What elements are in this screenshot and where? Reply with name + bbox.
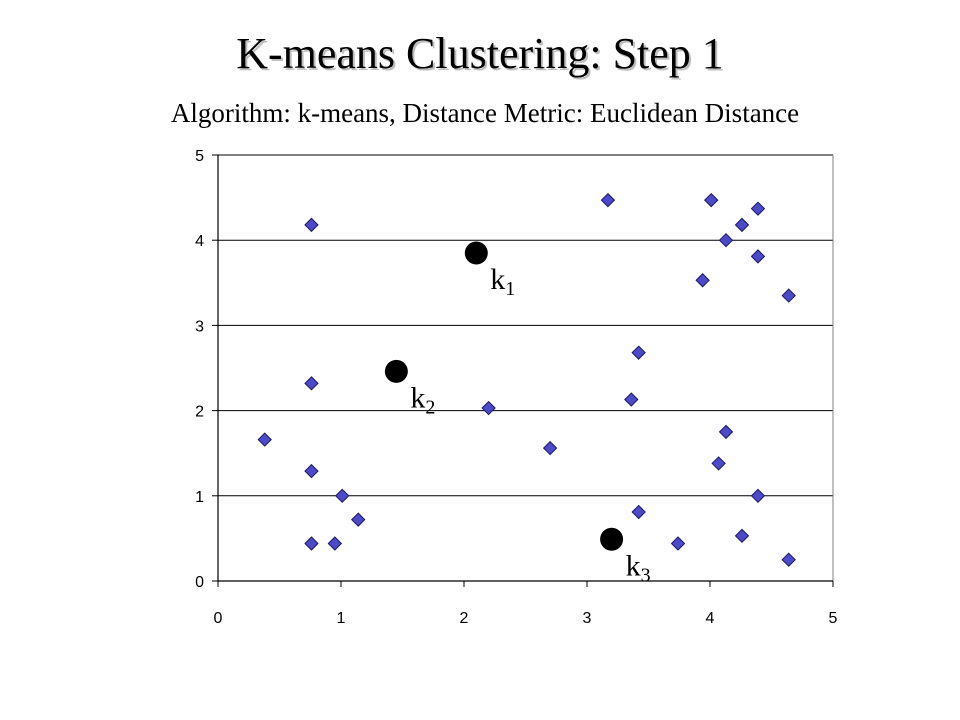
data-point: [750, 249, 766, 264]
centroid-marker: [600, 527, 624, 551]
data-point: [257, 432, 272, 447]
x-tick-label: 5: [829, 610, 838, 627]
data-point: [734, 528, 750, 544]
centroids: k1 k2 k3: [384, 241, 651, 586]
data-points: [257, 192, 796, 567]
data-point: [624, 392, 639, 407]
centroid-label: k2: [410, 381, 435, 418]
x-tick-label: 3: [583, 610, 592, 627]
data-point: [711, 456, 726, 471]
data-point: [600, 192, 616, 208]
axes: [212, 154, 834, 587]
data-point: [542, 440, 558, 456]
data-point: [781, 552, 796, 567]
data-point: [631, 345, 646, 360]
data-point: [781, 288, 796, 303]
x-tick-label: 4: [706, 610, 715, 627]
grid-lines: [218, 154, 833, 497]
data-point: [631, 504, 646, 520]
data-point: [750, 488, 766, 504]
data-point: [750, 201, 766, 216]
chart-title: K-means Clustering: Step 1: [236, 29, 724, 78]
data-point: [304, 536, 319, 551]
y-tick-label: 3: [195, 318, 204, 335]
data-point: [304, 463, 319, 479]
y-tick-label: 1: [195, 489, 204, 506]
centroid-marker: [384, 359, 408, 383]
centroid-label: k3: [626, 549, 651, 586]
data-point: [327, 536, 343, 551]
data-point: [481, 400, 496, 416]
data-point: [304, 376, 319, 391]
data-point: [718, 424, 734, 440]
data-point: [351, 512, 366, 527]
y-tick-label: 2: [195, 404, 204, 421]
tick-labels: 0 1 2 3 4 5 0 1 2 3 4 5: [195, 148, 837, 627]
chart-subtitle: Algorithm: k-means, Distance Metric: Euc…: [170, 98, 800, 128]
data-point: [718, 232, 734, 248]
data-point: [734, 217, 750, 233]
centroid-label: k1: [490, 263, 515, 300]
x-tick-label: 1: [337, 610, 346, 627]
centroid-marker: [464, 241, 488, 265]
y-tick-label: 4: [195, 233, 204, 250]
data-point: [335, 488, 350, 504]
data-point: [704, 192, 719, 208]
x-tick-label: 0: [214, 610, 223, 627]
y-tick-label: 5: [195, 148, 204, 165]
data-point: [695, 273, 710, 288]
y-tick-label: 0: [195, 574, 204, 591]
data-point: [304, 217, 319, 233]
x-tick-label: 2: [460, 610, 469, 627]
data-point: [670, 536, 686, 551]
